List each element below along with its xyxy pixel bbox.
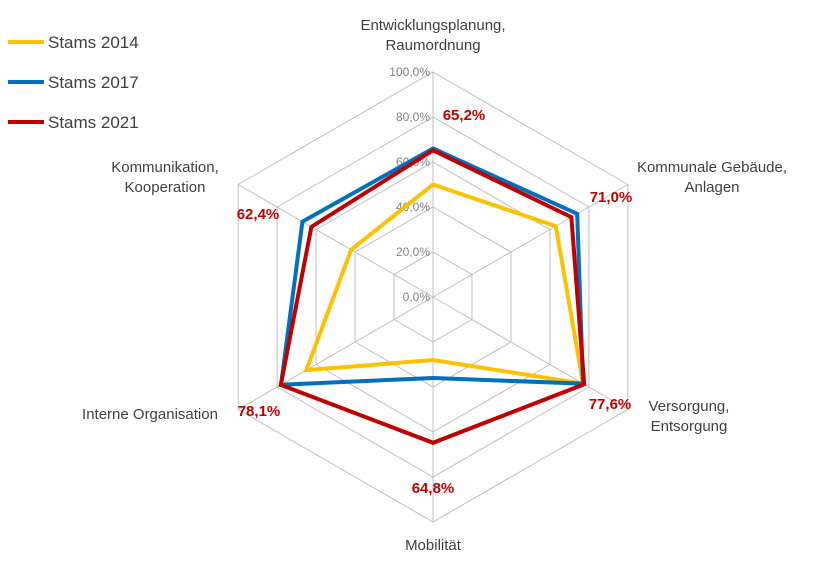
tick-label: 80,0%	[396, 110, 430, 124]
data-label: 64,8%	[412, 480, 455, 497]
tick-label: 40,0%	[396, 200, 430, 214]
data-label: 78,1%	[238, 403, 281, 420]
axis-label: Entwicklungsplanung, Raumordnung	[360, 17, 505, 54]
series-line	[278, 148, 587, 445]
legend-label: Stams 2017	[48, 73, 139, 92]
tick-label: 20,0%	[396, 245, 430, 259]
axis-spoke	[432, 184, 629, 298]
axis-spoke	[237, 184, 434, 298]
data-label: 77,6%	[589, 396, 632, 413]
legend: Stams 2014 Stams 2017 Stams 2021	[8, 33, 139, 132]
series-line	[303, 182, 586, 387]
axis-label: Kommunale Gebäude, Anlagen	[637, 159, 787, 196]
legend-label: Stams 2014	[48, 33, 139, 52]
data-label: 71,0%	[590, 189, 633, 206]
axis-label: Kommunikation, Kooperation	[111, 159, 219, 196]
axis-label: Mobilität	[405, 537, 462, 554]
legend-label: Stams 2021	[48, 113, 139, 132]
axis-spoke	[237, 296, 434, 410]
data-label: 62,4%	[237, 206, 280, 223]
tick-label: 0,0%	[403, 290, 431, 304]
axis-labels: Entwicklungsplanung, Raumordnung Kommunale…	[82, 17, 787, 554]
axis-label: Versorgung, Entsorgung	[649, 398, 730, 435]
data-labels: 65,2% 71,0% 77,6% 64,8% 78,1% 62,4%	[237, 107, 633, 497]
tick-labels: 0,0%20,0%40,0%60,0%80,0%100,0%	[389, 65, 430, 304]
tick-label: 100,0%	[389, 65, 430, 79]
axis-spoke	[432, 296, 629, 410]
data-label: 65,2%	[443, 107, 486, 124]
series-lines	[278, 146, 587, 445]
axis-label: Interne Organisation	[82, 406, 218, 423]
series-line	[278, 146, 586, 387]
